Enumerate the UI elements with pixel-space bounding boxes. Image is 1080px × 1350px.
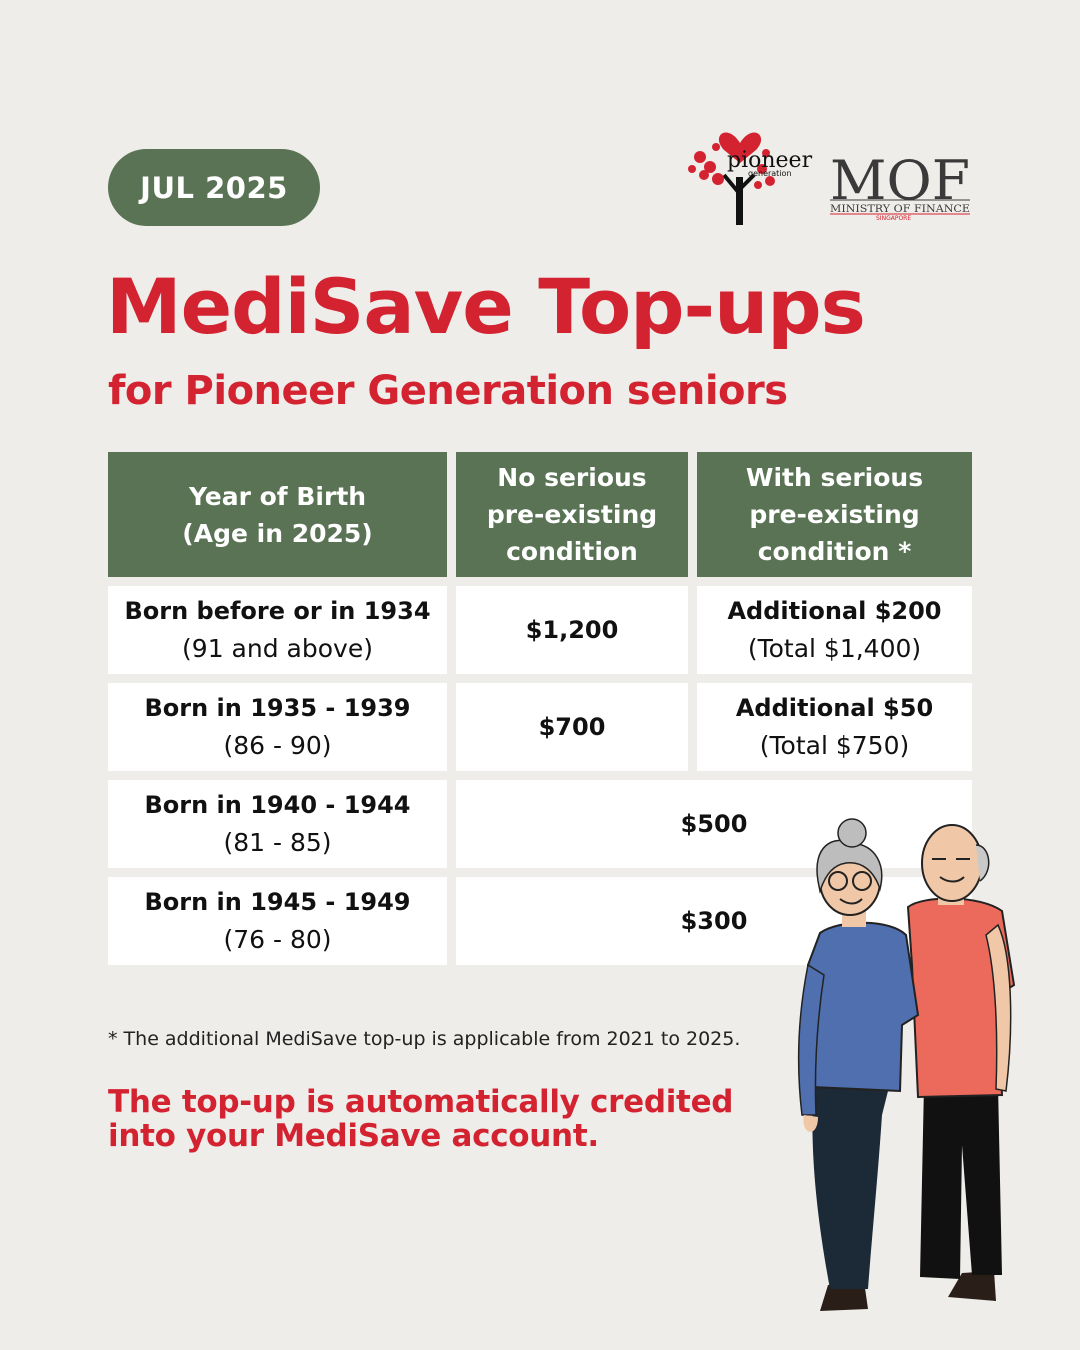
credit-note-line: into your MediSave account.: [108, 1118, 599, 1154]
header-line: pre-existing: [486, 500, 658, 529]
additional-amount: Additional $50: [735, 694, 934, 722]
header-no-serious-condition: No serious pre-existing condition: [456, 452, 688, 577]
table-row-1-with-condition: Additional $200 (Total $1,400): [697, 586, 972, 674]
amount: $1,200: [525, 616, 619, 644]
birth-range: Born before or in 1934: [124, 597, 431, 625]
table-row-3-birth: Born in 1940 - 1944 (81 - 85): [108, 780, 447, 868]
pioneer-logo-subtext: generation: [748, 169, 792, 178]
mof-logo-subtext: MINISTRY OF FINANCE: [830, 204, 970, 215]
page-subtitle: for Pioneer Generation seniors: [108, 368, 788, 414]
table-row-4-birth: Born in 1945 - 1949 (76 - 80): [108, 877, 447, 965]
age-range: (91 and above): [182, 634, 373, 663]
page-title: MediSave Top-ups: [106, 262, 866, 351]
header-with-serious-condition: With serious pre-existing condition *: [697, 452, 972, 577]
senior-woman-figure: [797, 818, 920, 1311]
header-line: With serious: [745, 463, 924, 492]
table-row-1-no-condition: $1,200: [456, 586, 688, 674]
birth-range: Born in 1935 - 1939: [144, 694, 411, 722]
mof-logo: MOF MINISTRY OF FINANCE SINGAPORE: [830, 149, 970, 222]
seniors-illustration: [797, 818, 1016, 1311]
mof-logo-country: SINGAPORE: [876, 215, 911, 222]
amount: $700: [538, 713, 606, 741]
table-row-2-with-condition: Additional $50 (Total $750): [697, 683, 972, 771]
header-line: Year of Birth: [188, 481, 367, 511]
birth-range: Born in 1940 - 1944: [144, 791, 411, 819]
amount: $300: [680, 907, 748, 935]
header-line: (Age in 2025): [182, 518, 373, 548]
amount: $500: [680, 810, 748, 838]
pioneer-logo-text: pioneer: [727, 148, 813, 173]
total-amount: (Total $1,400): [747, 634, 922, 663]
pioneer-generation-logo: pioneer generation: [688, 132, 813, 225]
credit-note: The top-up is automatically credited int…: [108, 1085, 733, 1153]
table-row-2-no-condition: $700: [456, 683, 688, 771]
senior-man-figure: [906, 824, 1016, 1301]
header-year-of-birth: Year of Birth (Age in 2025): [108, 452, 447, 577]
table-row-2-birth: Born in 1935 - 1939 (86 - 90): [108, 683, 447, 771]
header-line: condition: [506, 537, 638, 566]
footnote: * The additional MediSave top-up is appl…: [108, 1028, 741, 1050]
header-line: pre-existing: [749, 500, 920, 529]
date-badge: JUL 2025: [108, 149, 320, 226]
total-amount: (Total $750): [759, 731, 910, 760]
birth-range: Born in 1945 - 1949: [144, 888, 411, 916]
header-line: condition *: [757, 537, 912, 566]
table-row-1-birth: Born before or in 1934 (91 and above): [108, 586, 447, 674]
additional-amount: Additional $200: [727, 597, 942, 625]
age-range: (86 - 90): [223, 731, 332, 760]
age-range: (76 - 80): [223, 925, 332, 954]
credit-note-line: The top-up is automatically credited: [108, 1084, 734, 1120]
table-row-3-amount: $500: [456, 780, 972, 868]
header-line: No serious: [497, 463, 647, 492]
age-range: (81 - 85): [223, 828, 332, 857]
mof-logo-text: MOF: [830, 149, 970, 212]
logos: pioneer generation MOF MINISTRY OF FINAN…: [688, 132, 970, 225]
